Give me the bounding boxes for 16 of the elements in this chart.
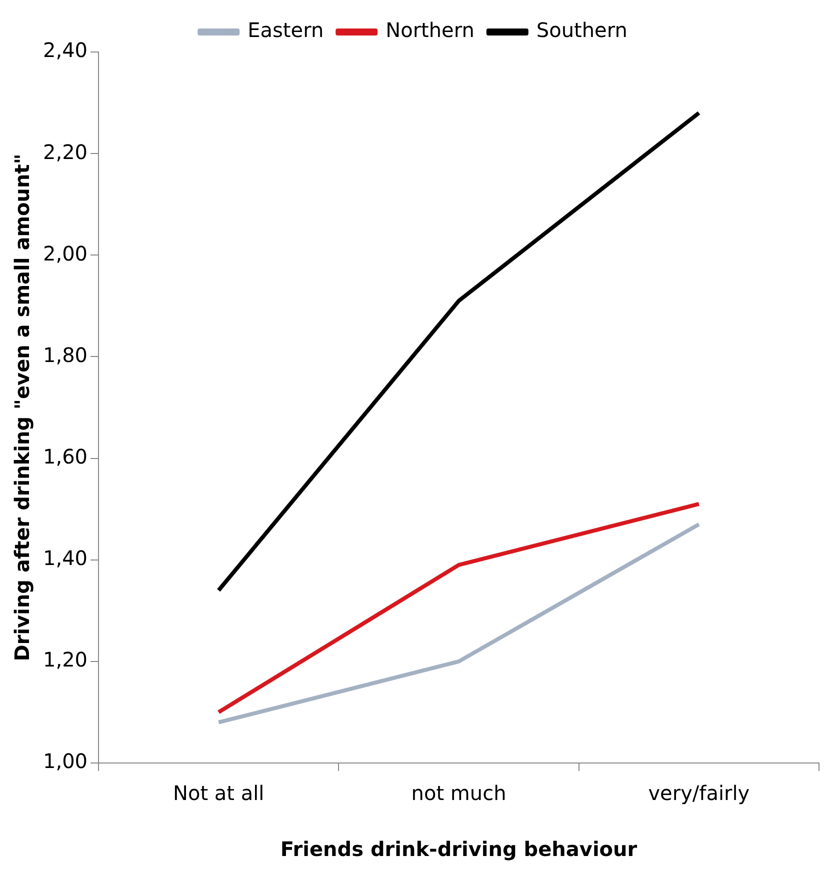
y-tick-label: 2,20 (43, 140, 88, 164)
y-tick-label: 1,60 (43, 444, 88, 468)
x-tick-label: very/fairly (648, 781, 750, 806)
y-tick-label: 2,00 (43, 241, 88, 266)
legend-label: Southern (536, 18, 628, 42)
y-tick-label: 1,20 (43, 648, 88, 672)
x-tick-label: not much (411, 781, 506, 806)
y-tick-label: 1,80 (43, 342, 88, 367)
y-tick-label: 1,00 (43, 749, 88, 774)
x-axis-title: Friends drink-driving behaviour (280, 837, 638, 862)
x-tick-label: Not at all (172, 781, 264, 806)
y-axis-title: Driving after drinking "even a small amount" (10, 154, 34, 662)
y-tick-label: 2,40 (43, 38, 88, 62)
legend-label: Northern (386, 18, 474, 42)
y-tick-label: 1,40 (43, 546, 88, 570)
legend-label: Eastern (248, 18, 324, 42)
